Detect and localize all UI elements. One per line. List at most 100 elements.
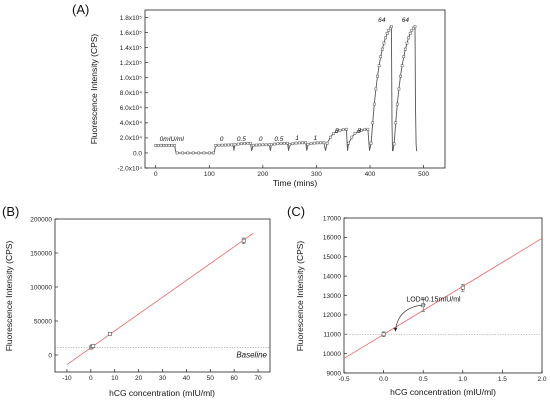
a-ytick-label: 1.0x10⁵ [120,75,143,82]
c-xtick-label: 1.5 [498,376,507,383]
panel-b-ticks: -10 0 10 20 30 40 50 60 70 0 50000 100000 150000 2000… [30,216,262,382]
b-fit-line [66,232,254,365]
a-data-point [270,143,273,147]
a-data-point [385,31,389,35]
a-drop-line [287,143,291,151]
a-data-point [335,130,339,133]
a-ytick-label: 2.0x10⁴ [120,135,143,142]
a-ytick-label: -2.0x10⁴ [118,165,143,172]
a-data-point [306,143,310,146]
panel-b: (B) -10 0 10 20 30 40 50 60 70 0 50000 100000 150000… [2,204,271,398]
c-xtick-label: 0.5 [419,376,428,383]
c-lod-arrowhead [393,327,398,332]
a-drop-line [345,129,350,151]
a-data-point [387,28,391,32]
panel-a-plot: 0mIU/ml 0 0.5 0 0.5 1 1 8 8 64 64 [154,17,418,155]
a-data-point [258,143,261,147]
panel-c-ticks: -0.5 0.0 0.5 1.0 1.5 2.0 9000 10000 11000 12000 13… [323,215,547,383]
a-data-point [251,143,255,147]
a-drop-line [305,142,309,151]
a-data-point [374,87,378,91]
a-data-point [338,129,342,132]
a-data-point [288,143,291,147]
b-ytick-label: 0 [48,352,52,359]
a-data-point [377,64,381,68]
a-ytick-label: 1.4x10⁵ [120,45,143,52]
a-data-point [197,151,200,155]
panel-b-ylabel: Fluorescence Intensity (CPS) [4,241,14,352]
c-xtick-label: 2.0 [537,376,546,383]
panel-a-frame [144,9,446,169]
a-data-point [360,129,363,132]
a-ytick-label: 8.0x10⁴ [120,90,143,97]
b-xtick-label: 60 [231,375,239,382]
a-data-point [220,143,224,147]
a-data-point [264,143,268,147]
b-data-point [108,332,112,336]
a-data-point [312,141,316,145]
a-series-line [370,26,392,144]
b-data-point [241,238,246,243]
a-data-point [212,151,215,155]
a-data-point [217,143,221,147]
a-data-point [291,142,295,145]
a-data-point [395,102,399,106]
b-ytick-label: 200000 [30,216,52,223]
a-drop-line [414,26,418,152]
a-xtick-label: 400 [365,171,376,178]
a-ytick-label: 1.2x10⁵ [120,60,143,67]
a-xtick-label: 100 [204,171,215,178]
a-data-point [397,87,401,91]
a-data-point [332,132,335,135]
a-data-point [162,144,166,147]
a-data-point [322,141,326,145]
a-data-point [402,55,406,58]
a-data-point [186,151,190,155]
a-concentration-label: 0 [220,136,224,143]
a-data-point [319,141,323,145]
a-data-point [325,141,329,145]
a-data-point [173,144,176,147]
panel-b-frame [54,218,271,373]
a-data-point [353,132,357,135]
b-xtick-label: -10 [62,375,72,382]
c-fit-line [343,238,543,359]
b-xtick-label: 10 [111,375,119,382]
a-drop-line [323,142,328,151]
panel-c-label: (C) [287,204,305,219]
a-xtick-label: 200 [257,171,268,178]
panel-a-label: (A) [72,2,89,17]
panel-c: (C) -0.5 0.0 0.5 1.0 1.5 2.0 9000 10000 11000 120… [287,204,547,397]
panel-a-ticks: 0 100 200 300 400 500-2.0x10⁴0.02.0x10⁴4.0x10… [118,15,430,178]
a-data-point [191,151,195,155]
a-concentration-label: 8 [357,128,361,135]
a-data-point [390,25,393,28]
a-data-point [309,142,313,145]
a-data-point [363,128,366,131]
a-data-point [261,143,265,147]
a-data-point [286,141,289,145]
a-data-point [410,28,414,32]
a-concentration-label: 0.5 [274,136,283,143]
a-data-point [165,144,168,147]
a-ytick-label: 1.6x10⁵ [120,30,143,37]
a-data-point [276,142,280,146]
panel-a: (A) 0 100 200 300 400 500-2.0x10⁴0.02.0x10⁴4.… [72,2,446,188]
a-data-point [412,26,415,30]
c-xtick-label: 0.0 [379,376,388,383]
a-data-point [405,41,409,45]
a-data-point [407,36,410,40]
a-data-point [394,121,398,125]
a-data-point [329,135,332,139]
a-drop-line [250,143,254,151]
a-data-point [382,41,386,45]
c-ytick-label: 16000 [323,235,341,242]
a-data-point [294,141,298,145]
a-data-point [400,64,404,68]
panel-a-ylabel: Fluorescence Intensity (CPS) [89,34,99,145]
b-ytick-label: 50000 [34,318,52,325]
a-data-point [371,121,375,125]
a-drop-line [232,144,236,151]
c-ytick-label: 9000 [327,370,342,377]
